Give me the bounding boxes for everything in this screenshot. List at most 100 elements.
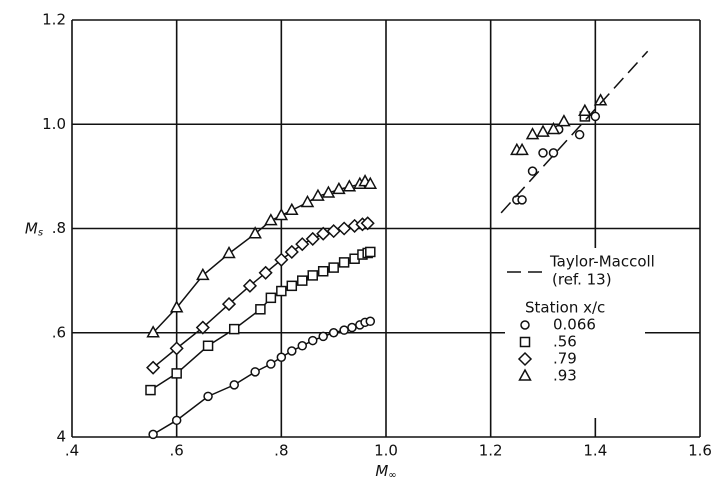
data-point — [578, 103, 592, 116]
x-tick-label: .8 — [274, 442, 288, 460]
data-point — [287, 346, 297, 356]
legend-label: .79 — [553, 350, 577, 368]
data-point — [221, 297, 237, 312]
data-point — [171, 415, 182, 426]
data-point — [222, 245, 236, 259]
x-tick-label: 1.0 — [374, 442, 398, 460]
legend-note: (ref. 13) — [552, 271, 612, 289]
data-point — [148, 429, 158, 440]
data-point — [321, 185, 336, 198]
data-point — [202, 340, 214, 352]
data-point — [339, 325, 349, 335]
data-point — [297, 341, 308, 351]
y-tick-label: 1.0 — [42, 115, 66, 133]
data-point — [203, 391, 213, 402]
data-point — [146, 325, 160, 338]
data-point — [365, 316, 376, 327]
fit-line — [152, 320, 371, 436]
data-point — [318, 331, 328, 342]
data-point — [307, 335, 318, 346]
x-axis-label-sub: ∞ — [388, 470, 396, 481]
data-point — [365, 246, 376, 258]
data-point — [169, 300, 184, 313]
data-point — [169, 341, 184, 356]
legend-label: Taylor-Maccoll — [549, 253, 655, 271]
data-point — [548, 148, 559, 158]
legend-label: 0.066 — [553, 316, 596, 334]
legend-marker — [518, 368, 532, 381]
data-point — [284, 244, 299, 260]
x-axis-label: M∞ — [375, 462, 396, 481]
y-tick-label: 1.2 — [42, 11, 66, 29]
legend-label: .93 — [553, 367, 577, 385]
x-tick-label: .6 — [170, 442, 184, 460]
data-point — [196, 267, 210, 281]
data-point — [338, 257, 350, 268]
data-point — [347, 322, 357, 333]
data-point — [274, 252, 289, 267]
data-point — [228, 323, 240, 335]
y-tick-label: .6 — [52, 323, 66, 341]
data-point — [337, 221, 352, 236]
data-point — [300, 194, 315, 208]
data-point — [297, 275, 308, 286]
legend-marker — [517, 351, 533, 367]
data-point — [363, 176, 378, 189]
y-axis-label: Ms — [25, 219, 43, 239]
data-point — [527, 166, 538, 176]
x-axis-label-main: M — [375, 462, 388, 480]
data-point — [250, 367, 260, 377]
data-point — [360, 216, 375, 231]
data-point — [328, 262, 339, 273]
data-point — [229, 380, 239, 390]
data-point — [295, 237, 310, 252]
data-point — [574, 129, 585, 140]
x-tick-label: 1.6 — [688, 442, 712, 460]
data-point — [286, 280, 298, 292]
data-point — [255, 304, 266, 315]
data-point — [266, 359, 276, 369]
data-point — [248, 226, 262, 239]
data-point — [274, 207, 289, 221]
data-point — [276, 285, 287, 297]
data-point — [517, 195, 527, 205]
y-tick-label: 4 — [56, 428, 66, 446]
data-point — [316, 226, 331, 241]
x-tick-label: .4 — [65, 442, 79, 460]
y-axis-label-sub: s — [38, 228, 43, 239]
x-tick-label: 1.2 — [479, 442, 503, 460]
legend-title: Station x/c — [525, 299, 605, 317]
data-point — [525, 127, 540, 140]
y-tick-label: .8 — [52, 219, 66, 237]
data-point — [538, 148, 548, 158]
data-point — [305, 231, 320, 246]
data-point — [264, 213, 278, 226]
theory-line — [500, 50, 649, 214]
data-point — [258, 265, 273, 280]
data-point — [515, 142, 529, 156]
data-point — [332, 181, 346, 195]
data-point — [285, 202, 299, 216]
legend-background — [505, 248, 645, 418]
legend-marker — [519, 336, 531, 348]
data-point — [242, 278, 257, 293]
data-point — [342, 179, 357, 192]
data-point — [328, 328, 339, 338]
data-point — [307, 270, 318, 281]
data-point — [326, 224, 341, 239]
data-point — [265, 292, 277, 304]
legend-marker — [520, 320, 530, 330]
data-point — [557, 114, 571, 127]
y-axis-label-main: M — [25, 219, 38, 237]
data-point — [195, 320, 210, 335]
fit-line — [152, 222, 368, 369]
data-point — [145, 384, 156, 396]
fit-line — [152, 180, 371, 334]
x-tick-label: 1.4 — [583, 442, 607, 460]
data-point — [590, 111, 601, 122]
data-point — [317, 265, 329, 277]
data-point — [311, 188, 325, 201]
data-point — [536, 124, 550, 137]
